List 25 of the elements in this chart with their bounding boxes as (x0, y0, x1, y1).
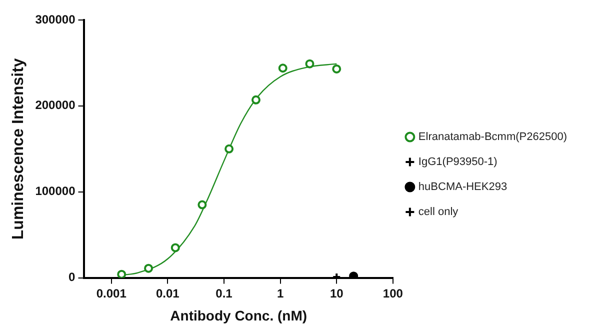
point (224, 144, 234, 154)
y-tick-label: 0 (68, 270, 76, 284)
x-tick-label: 1 (276, 286, 284, 300)
legend-label: IgG1(P93950-1) (418, 156, 498, 168)
y-tick-label: 300000 (35, 12, 76, 26)
legend-label: cell only (418, 206, 459, 218)
x-tick-label: 0.001 (96, 286, 127, 300)
x-tick-label: 0.1 (216, 286, 233, 300)
y-axis-title: Luminescence Intensity (10, 58, 28, 240)
point (117, 270, 126, 278)
point (278, 64, 288, 73)
point (144, 264, 154, 273)
legend-label: huBCMA-HEK293 (418, 181, 508, 194)
x-axis-title: Antibody Conc. (nM) (170, 307, 308, 324)
y-tick-label: 200000 (35, 98, 76, 112)
x-tick-label: 0.01 (156, 286, 180, 300)
y-tick-label: 100000 (35, 184, 76, 198)
point (170, 243, 180, 252)
point (332, 64, 342, 74)
point (305, 59, 314, 68)
x-tick-label: 100 (382, 286, 404, 300)
point (251, 95, 260, 104)
legend-label: Elranatamab-Bcmm(P262500) (418, 131, 568, 144)
x-tick-label: 10 (330, 286, 344, 300)
point (198, 200, 207, 210)
